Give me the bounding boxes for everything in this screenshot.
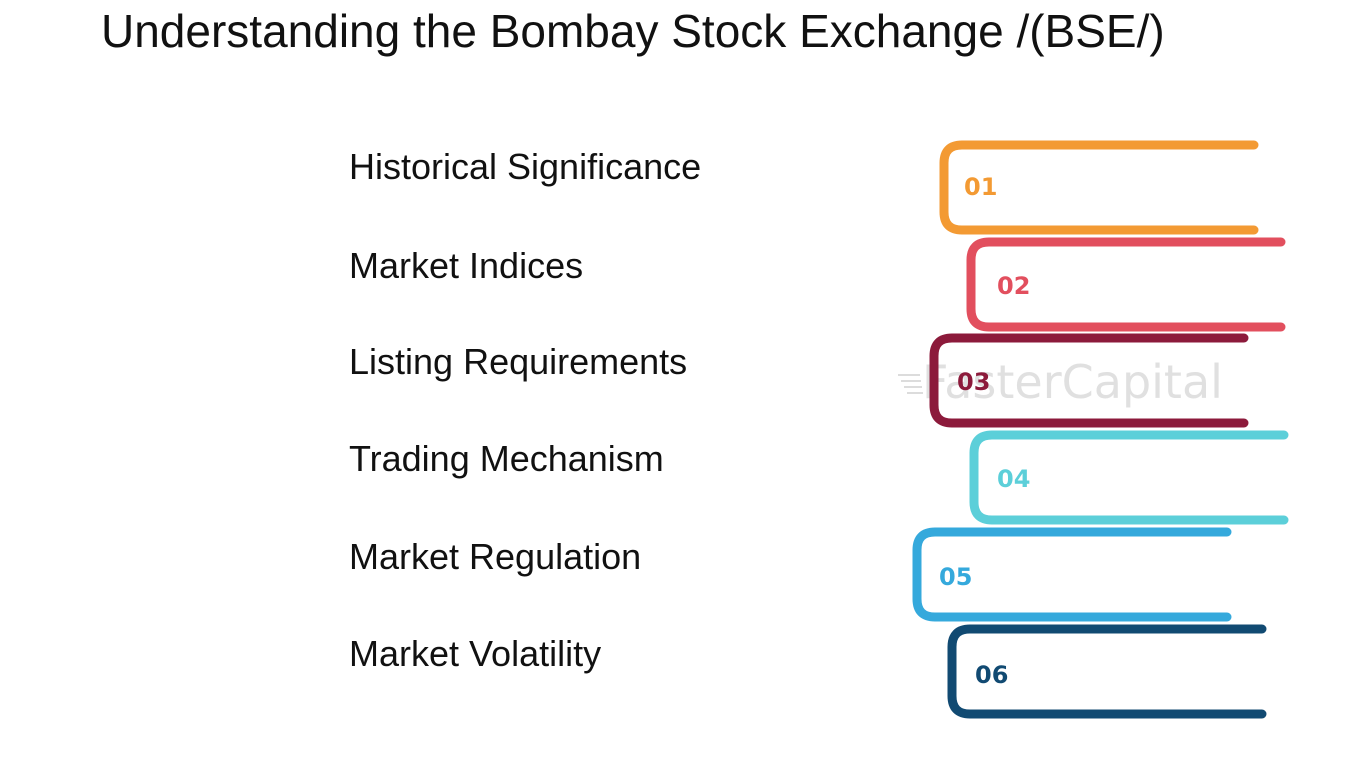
book-number-04: 04 [997,465,1030,493]
item-label-02: Market Indices [349,245,584,286]
book-cover-04 [969,430,1289,525]
book-cover-03 [929,333,1249,428]
item-label-06: Market Volatility [349,633,602,674]
book-number-06: 06 [975,661,1008,689]
book-cover-01 [939,140,1259,235]
item-label-05: Market Regulation [349,536,642,577]
book-06: 06 [947,624,1267,719]
item-label-04: Trading Mechanism [349,438,664,479]
watermark-text: FasterCapital [922,355,1223,409]
book-cover-05 [912,527,1232,622]
item-label-03: Listing Requirements [349,341,688,382]
page-title: Understanding the Bombay Stock Exchange … [101,5,1165,57]
book-02: 02 [966,237,1286,332]
book-number-03: 03 [957,368,990,396]
book-05: 05 [912,527,1232,622]
item-label-01: Historical Significance [349,146,702,187]
book-04: 04 [969,430,1289,525]
book-number-02: 02 [997,272,1030,300]
book-cover-06 [947,624,1267,719]
book-cover-02 [966,237,1286,332]
book-03: 03 [929,333,1249,428]
book-number-05: 05 [939,563,972,591]
watermark-logo: FasterCapital [898,355,1223,409]
book-number-01: 01 [964,173,997,201]
book-01: 01 [939,140,1259,235]
